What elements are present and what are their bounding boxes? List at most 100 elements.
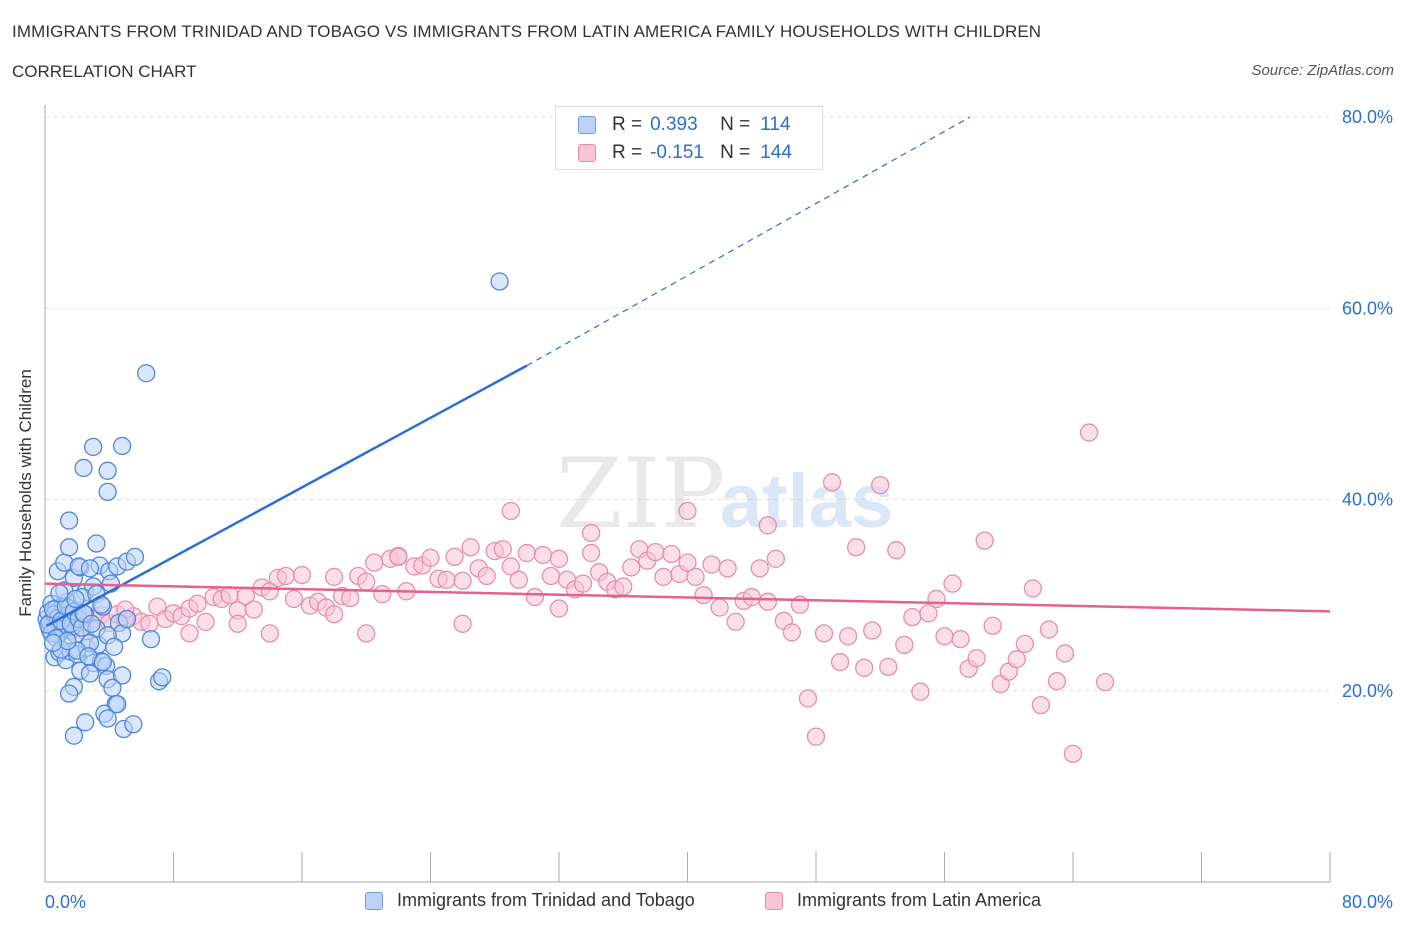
blue-data-point bbox=[153, 668, 172, 687]
pink-data-point bbox=[782, 623, 802, 642]
watermark-zip: ZIP bbox=[556, 438, 725, 550]
pink-data-point bbox=[284, 589, 304, 609]
n-label: N = bbox=[720, 142, 751, 163]
blue-data-point bbox=[93, 652, 112, 672]
pink-data-point bbox=[244, 600, 263, 619]
r-value-pink: -0.151 bbox=[650, 142, 704, 163]
stats-row-blue: R = 0.393 N = 114 bbox=[578, 113, 791, 137]
pink-data-point bbox=[357, 572, 376, 591]
pink-data-point bbox=[798, 689, 818, 708]
pink-data-point bbox=[501, 501, 520, 521]
pink-swatch-icon bbox=[578, 144, 596, 162]
pink-data-point bbox=[341, 588, 360, 608]
pink-data-point bbox=[1055, 644, 1075, 663]
pink-data-point bbox=[517, 543, 537, 563]
pink-data-point bbox=[453, 614, 472, 633]
pink-data-point bbox=[389, 547, 408, 567]
blue-data-point bbox=[59, 538, 79, 557]
pink-data-point bbox=[260, 582, 280, 601]
blue-data-point bbox=[117, 609, 137, 629]
pink-data-point bbox=[525, 587, 545, 607]
pink-data-point bbox=[541, 566, 561, 586]
series-legend: Immigrants from Trinidad and Tobago Immi… bbox=[0, 890, 1406, 914]
pink-data-point bbox=[951, 629, 970, 649]
pink-data-point bbox=[549, 549, 569, 568]
pink-data-point bbox=[895, 635, 914, 654]
blue-data-point bbox=[137, 364, 156, 383]
blue-data-point bbox=[43, 633, 63, 653]
y-axis-label: Family Households with Children bbox=[16, 369, 35, 617]
blue-data-point bbox=[66, 589, 85, 609]
pink-data-point bbox=[260, 624, 280, 643]
pink-data-point bbox=[533, 545, 553, 565]
pink-data-point bbox=[710, 598, 729, 617]
pink-data-point bbox=[1015, 634, 1034, 654]
n-value-pink: 144 bbox=[760, 142, 792, 163]
y-tick-label: 80.0% bbox=[1342, 107, 1393, 127]
blue-swatch-icon bbox=[578, 116, 596, 134]
r-value-blue: 0.393 bbox=[650, 114, 698, 135]
pink-data-point bbox=[614, 577, 633, 596]
pink-data-point bbox=[927, 589, 946, 609]
x-tick-label: 80.0% bbox=[1342, 892, 1393, 912]
legend-label-trinidad: Immigrants from Trinidad and Tobago bbox=[397, 890, 695, 910]
blue-data-point bbox=[490, 272, 509, 291]
y-tick-label: 60.0% bbox=[1342, 298, 1393, 318]
blue-data-point bbox=[104, 637, 124, 656]
source-credit: Source: ZipAtlas.com bbox=[1251, 62, 1394, 79]
stats-legend: R = 0.393 N = 114 R = -0.151 N = 144 bbox=[555, 106, 823, 170]
tick-labels: 20.0% 40.0% 60.0% 80.0% 0.0% 80.0% bbox=[45, 107, 1393, 912]
legend-item-trinidad[interactable]: Immigrants from Trinidad and Tobago bbox=[365, 890, 695, 911]
pink-data-point bbox=[879, 657, 898, 676]
n-label: N = bbox=[720, 114, 751, 135]
blue-data-point bbox=[82, 614, 101, 633]
blue-data-point bbox=[59, 684, 79, 703]
blue-data-point bbox=[64, 726, 84, 745]
blue-data-point bbox=[74, 458, 93, 478]
pink-data-point bbox=[814, 624, 834, 643]
chart-title: IMMIGRANTS FROM TRINIDAD AND TOBAGO VS I… bbox=[12, 22, 1042, 41]
pink-data-point bbox=[1023, 579, 1042, 598]
pink-data-point bbox=[437, 570, 456, 589]
pink-data-point bbox=[718, 559, 737, 578]
pink-series-points bbox=[43, 423, 1115, 764]
pink-data-point bbox=[1031, 695, 1051, 715]
pink-data-point bbox=[935, 627, 954, 646]
blue-trend-extension bbox=[526, 116, 971, 367]
pink-data-point bbox=[766, 549, 785, 568]
pink-data-point bbox=[509, 570, 528, 589]
pink-data-point bbox=[646, 542, 665, 562]
pink-data-point bbox=[477, 566, 496, 586]
pink-data-point bbox=[855, 658, 874, 677]
pink-data-point bbox=[686, 567, 705, 587]
pink-data-point bbox=[887, 541, 906, 560]
trend-lines bbox=[44, 116, 1331, 627]
pink-data-point bbox=[654, 567, 673, 587]
blue-swatch-icon bbox=[365, 891, 383, 910]
pink-data-point bbox=[758, 516, 777, 535]
pink-data-point bbox=[196, 612, 215, 632]
pink-data-point bbox=[292, 565, 312, 585]
pink-data-point bbox=[461, 538, 480, 557]
blue-data-point bbox=[112, 436, 132, 456]
pink-data-point bbox=[742, 587, 761, 607]
pink-data-point bbox=[975, 531, 994, 550]
pink-data-point bbox=[549, 599, 569, 618]
axes bbox=[44, 105, 1331, 883]
blue-data-point bbox=[98, 709, 117, 728]
pink-data-point bbox=[863, 621, 882, 640]
pink-data-point bbox=[726, 612, 745, 632]
pink-data-point bbox=[180, 624, 199, 643]
pink-data-point bbox=[365, 553, 384, 572]
pink-data-point bbox=[188, 594, 207, 613]
pink-trend-line bbox=[44, 582, 1331, 613]
legend-item-latin-america[interactable]: Immigrants from Latin America bbox=[765, 890, 1041, 911]
pink-data-point bbox=[276, 566, 296, 586]
pink-data-point bbox=[228, 614, 247, 633]
pink-data-point bbox=[750, 559, 769, 578]
pink-data-point bbox=[373, 585, 392, 604]
blue-data-point bbox=[141, 629, 161, 649]
blue-data-point bbox=[108, 694, 127, 714]
pink-data-point bbox=[324, 567, 344, 587]
pink-data-point bbox=[702, 555, 721, 574]
